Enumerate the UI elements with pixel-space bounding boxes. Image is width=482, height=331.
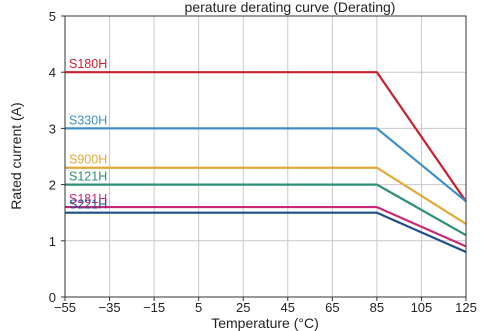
y-tick-label: 1 bbox=[49, 234, 56, 249]
x-tick-label: 25 bbox=[236, 300, 250, 315]
series-label-s900h: S900H bbox=[69, 153, 107, 167]
series-line-s900h bbox=[65, 166, 467, 225]
series-line-s330h bbox=[65, 127, 467, 203]
x-tick-label: −15 bbox=[143, 300, 165, 315]
y-axis-ticks: 0 1 2 3 4 5 bbox=[49, 9, 65, 305]
x-tick-label: 105 bbox=[411, 300, 433, 315]
x-tick-label: 65 bbox=[325, 300, 339, 315]
series-label-s121h: S121H bbox=[69, 170, 107, 184]
y-tick-label: 2 bbox=[49, 178, 56, 193]
series-line-s221h bbox=[65, 211, 467, 254]
y-tick-label: 3 bbox=[49, 121, 56, 136]
series-line-s181h bbox=[65, 205, 467, 248]
x-tick-label: 125 bbox=[455, 300, 477, 315]
x-axis-title: Temperature (°C) bbox=[211, 315, 319, 331]
y-tick-label: 4 bbox=[49, 65, 56, 80]
plot-frame bbox=[64, 15, 467, 298]
x-tick-label: 85 bbox=[370, 300, 384, 315]
grid bbox=[64, 15, 467, 298]
series-group bbox=[65, 71, 467, 254]
y-axis-title: Rated current (A) bbox=[8, 102, 24, 209]
x-tick-label: −35 bbox=[99, 300, 121, 315]
x-tick-label: 5 bbox=[195, 300, 202, 315]
x-axis-ticks: −55 −35 −15 5 25 45 65 85 105 125 bbox=[54, 297, 477, 315]
x-tick-label: −55 bbox=[54, 300, 76, 315]
series-label-s181h: S181H bbox=[69, 192, 107, 206]
series-label-s221h: S221H bbox=[69, 198, 107, 212]
y-tick-label: 5 bbox=[49, 9, 56, 24]
series-label-s180h: S180H bbox=[69, 57, 107, 71]
x-tick-label: 45 bbox=[281, 300, 295, 315]
series-line-s121h bbox=[65, 183, 467, 237]
y-tick-label: 0 bbox=[49, 290, 56, 305]
series-line-s180h bbox=[65, 71, 467, 203]
chart-title: perature derating curve (Derating) bbox=[185, 0, 396, 15]
series-label-s330h: S330H bbox=[69, 113, 107, 127]
